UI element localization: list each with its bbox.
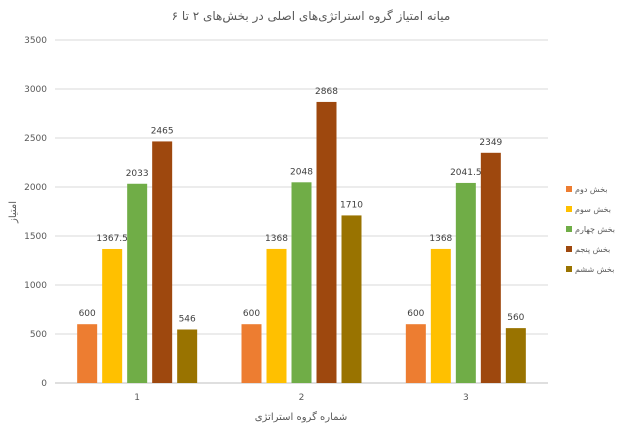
legend: بخش دوم بخش سوم بخش چهارم بخش پنجم بخش ششم [566, 185, 615, 274]
y-tick-label: 500 [30, 330, 47, 340]
data-label: 600 [79, 309, 96, 319]
legend-label: بخش پنجم [575, 245, 610, 254]
legend-label: بخش سوم [575, 205, 611, 214]
data-label: 1710 [340, 200, 363, 210]
legend-label: بخش ششم [575, 265, 614, 274]
data-label: 2349 [479, 138, 502, 148]
chart-title: میانه امتیاز گروه استراتژی‌های اصلی در ب… [172, 9, 451, 24]
legend-swatch [566, 266, 572, 272]
bar [431, 249, 451, 383]
bar [242, 324, 262, 383]
legend-swatch [566, 206, 572, 212]
data-label: 600 [243, 309, 260, 319]
bar [317, 102, 337, 383]
x-axis-ticks: 1 2 3 [134, 393, 468, 403]
bar [127, 184, 147, 383]
data-label: 600 [407, 309, 424, 319]
x-tick-label: 2 [299, 393, 305, 403]
legend-label: بخش دوم [575, 185, 608, 194]
legend-swatch [566, 246, 572, 252]
y-tick-label: 2000 [24, 183, 47, 193]
data-label: 2868 [315, 87, 338, 97]
data-label: 2041.5 [450, 168, 482, 178]
y-axis-ticks: 0 500 1000 1500 2000 2500 3000 3500 [24, 36, 47, 389]
y-tick-label: 0 [41, 379, 47, 389]
x-axis-title: شماره گروه استراتژی [255, 411, 348, 423]
bar [342, 215, 362, 383]
data-label: 2033 [126, 169, 149, 179]
bar [292, 182, 312, 383]
data-label: 1367.5 [96, 234, 128, 244]
x-tick-label: 3 [463, 393, 469, 403]
data-label: 1368 [429, 234, 452, 244]
y-axis-title: امتیاز [8, 201, 19, 224]
y-tick-label: 2500 [24, 134, 47, 144]
legend-swatch [566, 186, 572, 192]
y-tick-label: 3000 [24, 85, 47, 95]
bar [506, 328, 526, 383]
bar [177, 329, 197, 383]
data-label: 2465 [151, 126, 174, 136]
y-tick-label: 3500 [24, 36, 47, 46]
legend-swatch [566, 226, 572, 232]
data-label: 546 [179, 314, 196, 324]
bar [152, 141, 172, 383]
data-label: 560 [507, 313, 524, 323]
bars [77, 102, 526, 383]
y-tick-label: 1500 [24, 232, 47, 242]
bar [77, 324, 97, 383]
bar [456, 183, 476, 383]
bar [481, 153, 501, 383]
data-label: 1368 [265, 234, 288, 244]
legend-label: بخش چهارم [575, 225, 615, 234]
bar [406, 324, 426, 383]
data-label: 2048 [290, 167, 313, 177]
bar [102, 249, 122, 383]
bar [267, 249, 287, 383]
x-tick-label: 1 [134, 393, 140, 403]
y-tick-label: 1000 [24, 281, 47, 291]
